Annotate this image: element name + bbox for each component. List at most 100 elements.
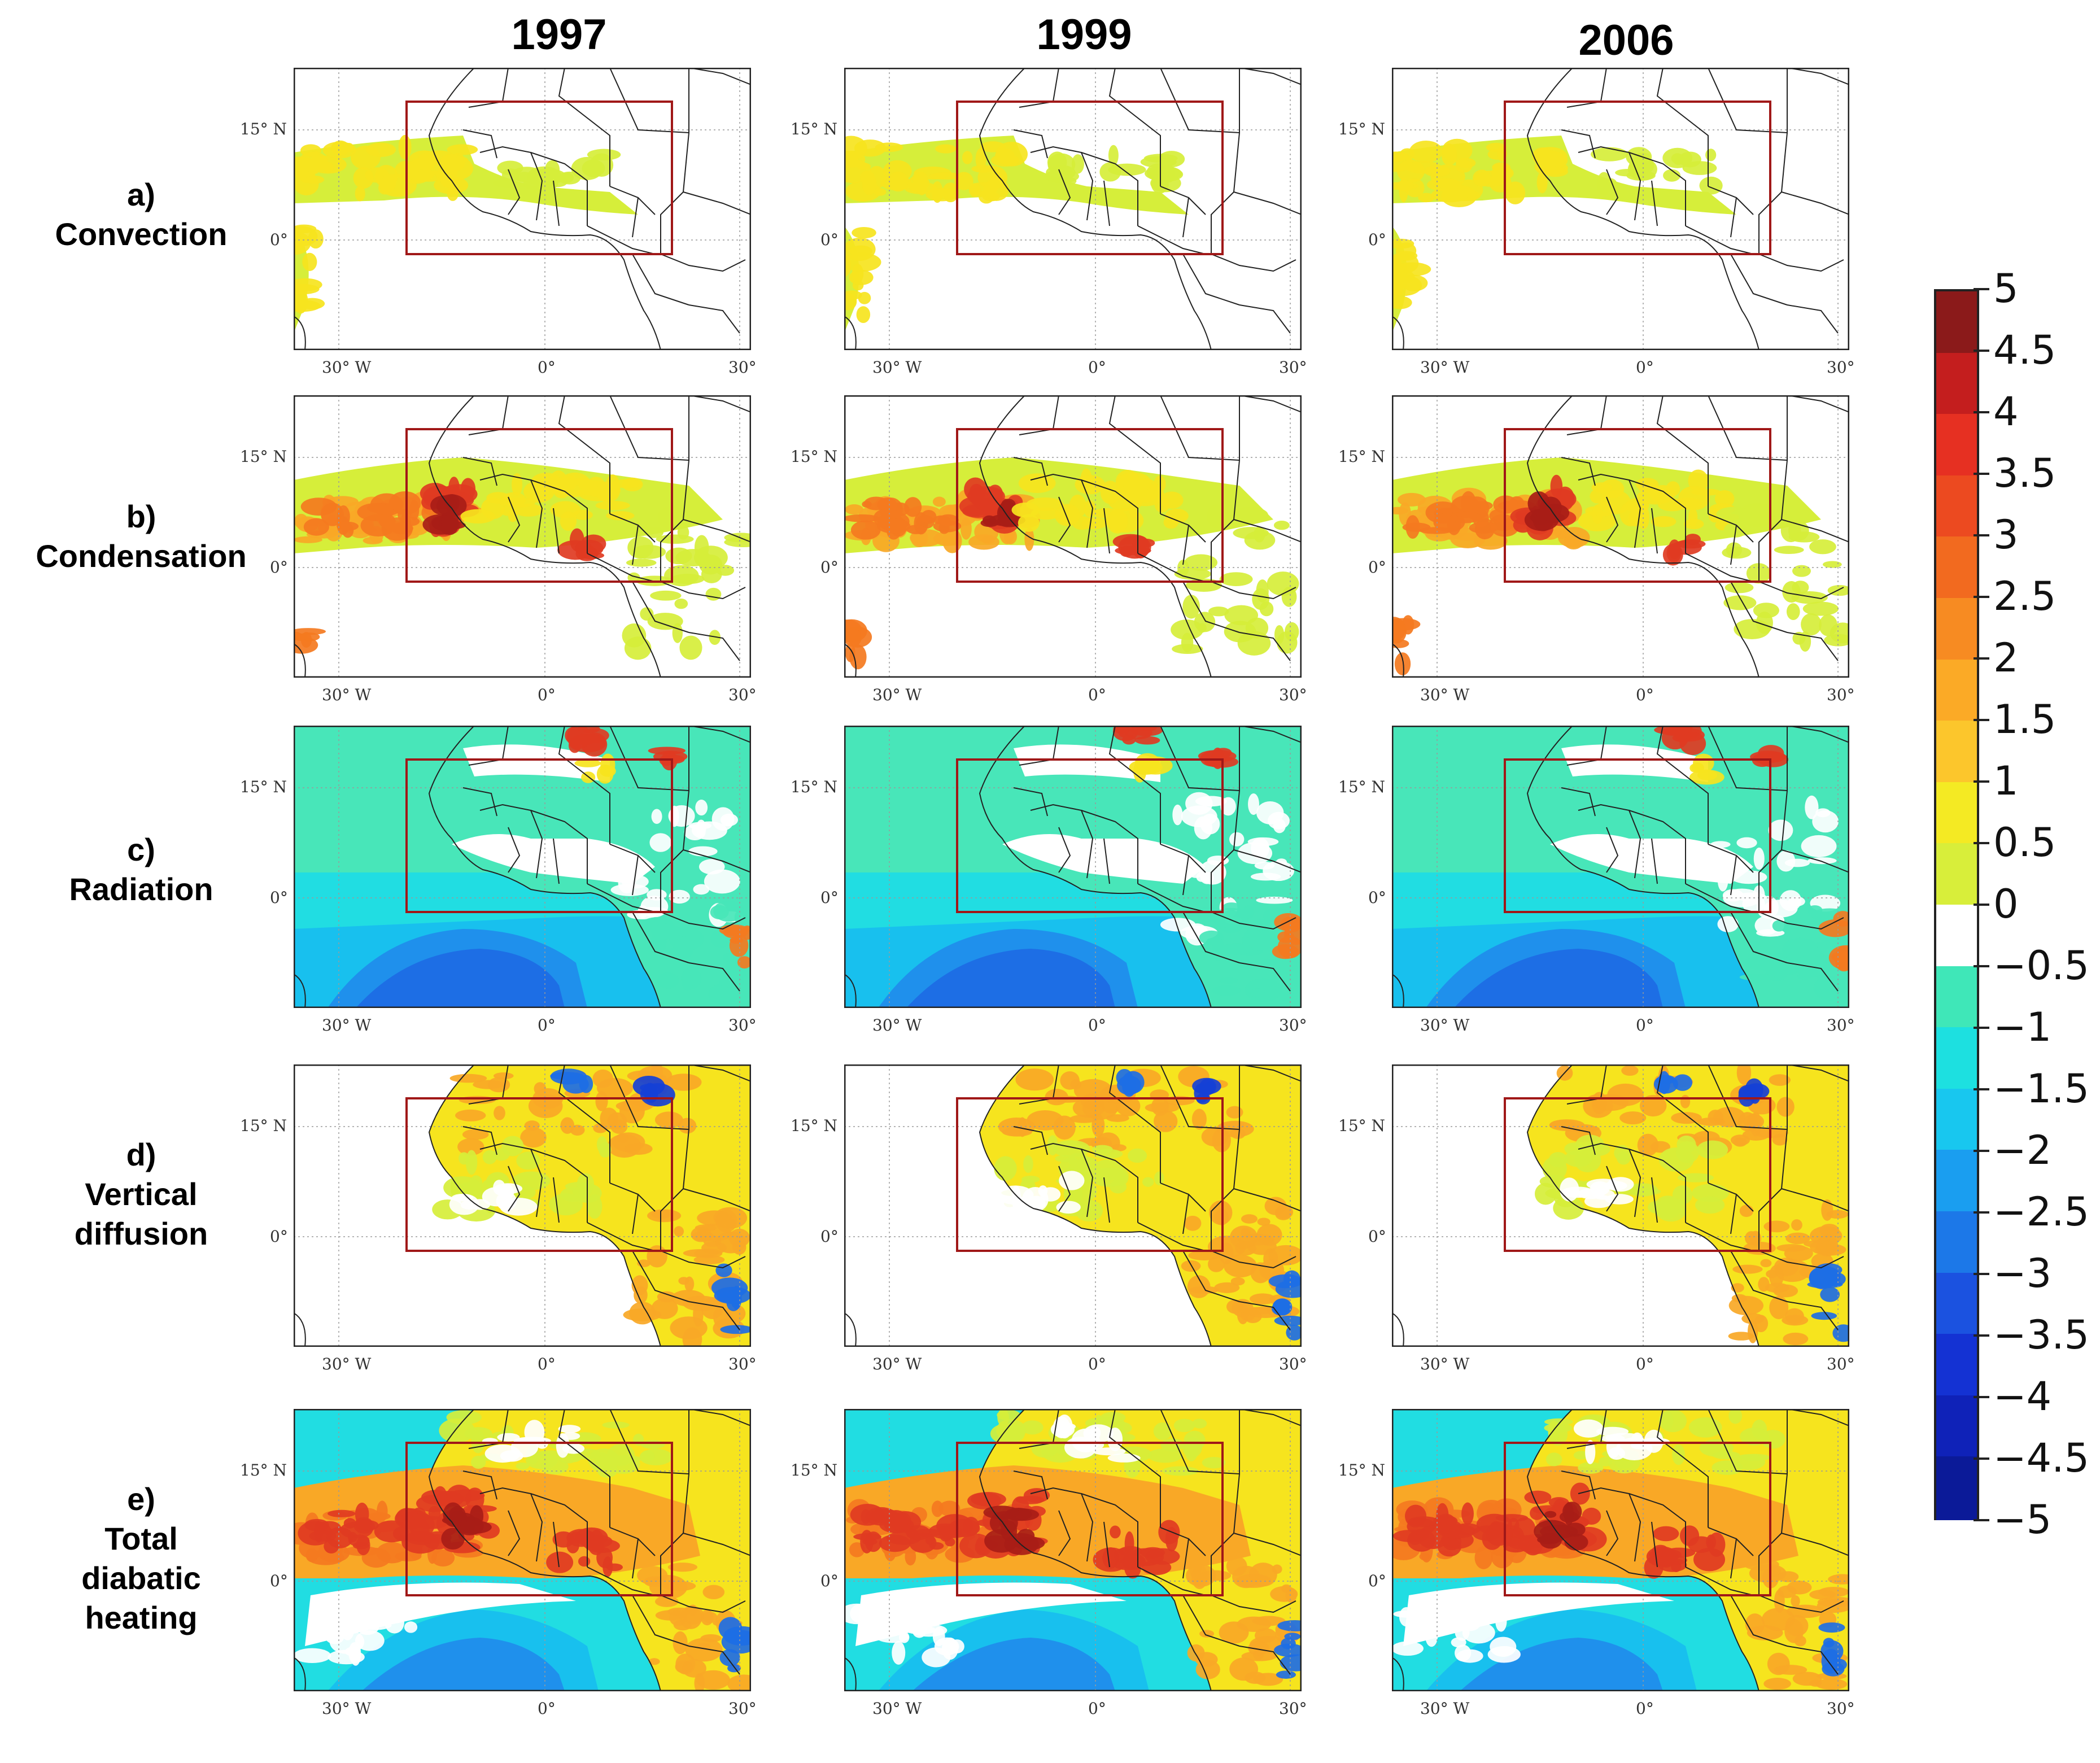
- lon-label-0: 0°: [538, 1016, 556, 1035]
- lat-label-15n: 15° N: [791, 1116, 838, 1135]
- map-field: [294, 1409, 751, 1691]
- colorbar-tick-label: −0.5: [1993, 942, 2089, 989]
- colorbar-tick-label: −2: [1993, 1127, 2052, 1173]
- heating-field: [844, 726, 1302, 1008]
- map-field: [294, 726, 751, 1008]
- column-title-2006: 2006: [1578, 16, 1674, 64]
- row-title: Condensation: [36, 538, 247, 574]
- colorbar-bin: [1936, 1456, 1977, 1521]
- lon-label-30w: 30° W: [1420, 358, 1470, 377]
- lat-label-15n: 15° N: [791, 120, 838, 138]
- colorbar-bin: [1936, 782, 1977, 846]
- row-label-radiation: c) Radiation: [0, 830, 282, 909]
- heating-field: [1392, 726, 1849, 1008]
- heating-field: [294, 1409, 751, 1691]
- lon-label-0: 0°: [538, 1355, 556, 1373]
- analysis-domain-box: [1504, 1097, 1771, 1252]
- lon-label-30e: 30°: [1827, 686, 1855, 704]
- colorbar-tick-label: 3.5: [1993, 450, 2057, 496]
- map-field: [1392, 68, 1849, 350]
- map-panel-diffusion-2006: [1392, 1064, 1849, 1347]
- analysis-domain-box: [956, 428, 1224, 583]
- colorbar: [1934, 289, 1979, 1521]
- map-field: [844, 1409, 1302, 1691]
- colorbar-tick-label: −1.5: [1993, 1066, 2089, 1112]
- map-panel-radiation-1999: [844, 726, 1302, 1008]
- graticule: [1392, 68, 1849, 350]
- lon-label-30w: 30° W: [322, 686, 372, 704]
- colorbar-tick: [1974, 1334, 1989, 1337]
- row-title: diffusion: [74, 1216, 208, 1251]
- lat-label-15n: 15° N: [791, 1461, 838, 1480]
- lon-label-0: 0°: [1636, 358, 1654, 377]
- heating-field: [844, 1409, 1302, 1691]
- lat-label-15n: 15° N: [1338, 447, 1386, 466]
- lon-label-30e: 30°: [1279, 1355, 1307, 1373]
- lat-label-15n: 15° N: [1338, 120, 1386, 138]
- graticule: [294, 726, 751, 1008]
- colorbar-bin: [1936, 1211, 1977, 1275]
- lat-label-0: 0°: [270, 1572, 288, 1590]
- lon-label-30w: 30° W: [322, 358, 372, 377]
- lon-label-30e: 30°: [1827, 358, 1855, 377]
- lon-label-0: 0°: [1636, 1699, 1654, 1718]
- heating-field: [294, 726, 751, 1008]
- lon-label-30w: 30° W: [872, 1699, 922, 1718]
- heating-field: [1392, 457, 1849, 675]
- analysis-domain-box: [1504, 101, 1771, 255]
- graticule: [844, 1064, 1302, 1347]
- lat-label-0: 0°: [270, 1227, 288, 1246]
- colorbar-tick-label: 2: [1993, 635, 2019, 681]
- colorbar-tick: [1974, 1150, 1989, 1152]
- colorbar-tick: [1974, 657, 1989, 660]
- row-label-convection: a) Convection: [0, 175, 282, 254]
- lat-label-0: 0°: [820, 558, 839, 577]
- colorbar-bin: [1936, 352, 1977, 417]
- lon-label-30w: 30° W: [872, 1355, 922, 1373]
- lat-label-0: 0°: [820, 1572, 839, 1590]
- column-title-1999: 1999: [1036, 11, 1132, 59]
- analysis-domain-box: [956, 758, 1224, 913]
- lon-label-0: 0°: [1088, 1699, 1106, 1718]
- map-panel-diffusion-1997: [294, 1064, 751, 1347]
- map-field: [1392, 395, 1849, 678]
- row-letter: e): [127, 1481, 155, 1517]
- lat-label-0: 0°: [1368, 888, 1386, 907]
- colorbar-tick: [1974, 1211, 1989, 1214]
- map-panel-condensation-2006: [1392, 395, 1849, 678]
- graticule: [844, 726, 1302, 1008]
- analysis-domain-box: [405, 758, 673, 913]
- row-title: Radiation: [69, 871, 213, 907]
- analysis-domain-box: [1504, 1442, 1771, 1596]
- lon-label-30w: 30° W: [872, 686, 922, 704]
- lon-label-0: 0°: [1636, 1355, 1654, 1373]
- analysis-domain-box: [956, 1442, 1224, 1596]
- colorbar-tick: [1974, 1396, 1989, 1398]
- colorbar-tick-label: 3: [1993, 512, 2019, 558]
- lat-label-15n: 15° N: [240, 447, 287, 466]
- map-field: [1392, 1409, 1849, 1691]
- colorbar-tick: [1974, 904, 1989, 906]
- coastline-and-borders: [1392, 68, 1849, 350]
- heating-field: [844, 136, 1189, 333]
- lon-label-0: 0°: [1088, 1016, 1106, 1035]
- lon-label-0: 0°: [538, 1699, 556, 1718]
- lon-label-30e: 30°: [728, 686, 757, 704]
- map-field: [294, 395, 751, 678]
- lat-label-15n: 15° N: [240, 1116, 287, 1135]
- lat-label-0: 0°: [270, 230, 288, 249]
- colorbar-tick: [1974, 1457, 1989, 1460]
- graticule: [844, 1409, 1302, 1691]
- graticule: [294, 1409, 751, 1691]
- row-title: Total: [104, 1521, 178, 1556]
- row-label-condensation: b) Condensation: [0, 497, 282, 576]
- graticule: [294, 395, 751, 678]
- map-panel-condensation-1997: [294, 395, 751, 678]
- row-label-vertical-diffusion: d) Vertical diffusion: [0, 1135, 282, 1254]
- colorbar-tick-label: 5: [1993, 265, 2019, 312]
- lon-label-30w: 30° W: [1420, 1355, 1470, 1373]
- colorbar-tick-label: 4.5: [1993, 327, 2057, 373]
- map-panel-convection-2006: [1392, 68, 1849, 350]
- lat-label-0: 0°: [820, 230, 839, 249]
- lon-label-0: 0°: [538, 358, 556, 377]
